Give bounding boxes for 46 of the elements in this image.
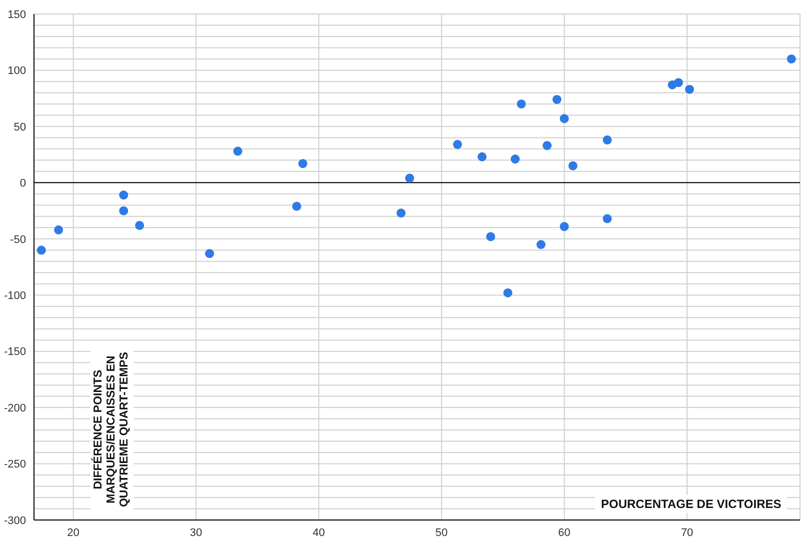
point — [292, 202, 302, 211]
x-tick-label: 70 — [680, 526, 694, 539]
y-tick-label: -250 — [4, 458, 26, 471]
point — [602, 214, 612, 224]
point — [205, 249, 214, 258]
point — [536, 240, 546, 250]
y-tick-label: -50 — [10, 234, 26, 246]
y-tick-label: -300 — [4, 514, 26, 527]
point — [510, 154, 520, 164]
point — [552, 94, 562, 104]
y-tick-label: -150 — [4, 346, 26, 358]
point — [560, 114, 569, 124]
x-tick-label: 50 — [435, 526, 448, 539]
point — [560, 222, 569, 232]
y-axis-title: DIFFÉRENCE POINTS MARQUES/ENCAISSES EN QUATRIEME QUART-TEMPS — [90, 346, 134, 514]
point — [503, 288, 512, 298]
point — [478, 152, 487, 162]
point — [568, 161, 578, 170]
point — [135, 220, 144, 230]
x-tick-label: 20 — [67, 526, 80, 539]
point — [602, 135, 612, 144]
y-tick-label: -100 — [4, 290, 26, 302]
point — [516, 99, 526, 108]
point — [405, 174, 414, 183]
x-tick-label: 40 — [312, 526, 325, 539]
point — [298, 159, 308, 168]
y-tick-label: -200 — [4, 402, 26, 414]
x-axis-title: POURCENTAGE DE VICTOIRES — [595, 495, 788, 513]
point — [452, 140, 462, 149]
y-tick-label: 150 — [8, 8, 26, 21]
point — [674, 78, 683, 88]
point — [542, 141, 552, 150]
point — [119, 190, 128, 200]
point — [233, 146, 242, 156]
y-tick-label: 50 — [14, 121, 26, 134]
point — [54, 225, 64, 234]
point — [786, 54, 796, 64]
x-tick-label: 30 — [190, 526, 202, 539]
point — [36, 246, 46, 255]
point — [486, 232, 496, 242]
y-tick-label: 100 — [8, 65, 26, 78]
point — [685, 84, 694, 94]
x-tick-label: 60 — [558, 526, 570, 539]
point — [396, 208, 406, 218]
point — [119, 206, 128, 216]
y-tick-label: 0 — [20, 178, 26, 190]
